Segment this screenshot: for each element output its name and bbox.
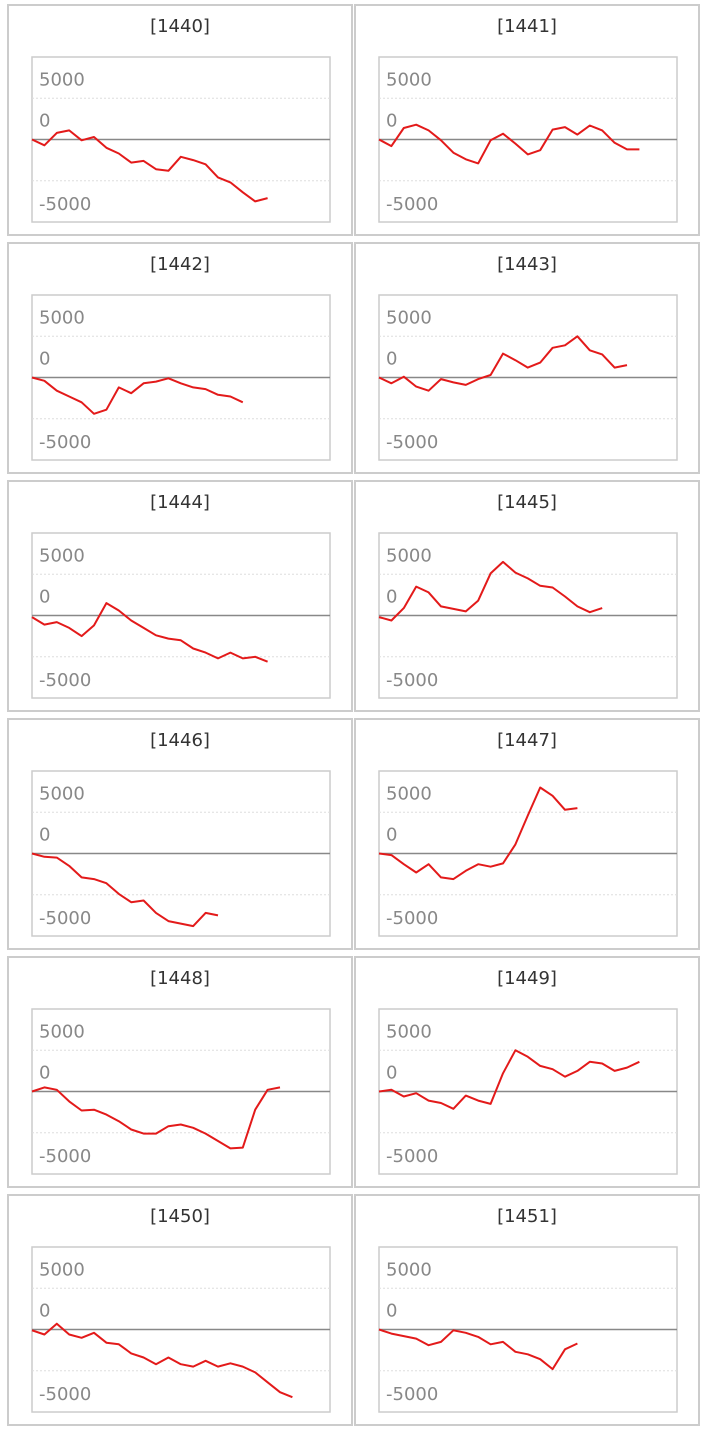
chart-title: [1449] xyxy=(497,968,557,989)
y-tick-label: 0 xyxy=(386,349,397,370)
y-tick-label: 5000 xyxy=(386,783,432,804)
y-tick-label: 5000 xyxy=(386,69,432,90)
y-tick-label: 0 xyxy=(386,1063,397,1084)
y-tick-label: -5000 xyxy=(39,432,91,453)
y-tick-label: 5000 xyxy=(39,1259,85,1280)
data-line xyxy=(31,1322,293,1399)
chart-title: [1446] xyxy=(150,730,210,751)
y-tick-label: 0 xyxy=(39,349,50,370)
y-tick-label: 5000 xyxy=(39,545,85,566)
y-tick-label: 0 xyxy=(386,825,397,846)
chart-title: [1440] xyxy=(150,16,210,37)
chart-title: [1441] xyxy=(497,16,557,37)
y-tick-label: -5000 xyxy=(386,432,438,453)
y-tick-label: -5000 xyxy=(386,670,438,691)
y-tick-label: 5000 xyxy=(39,69,85,90)
y-tick-label: 5000 xyxy=(39,307,85,328)
chart-title: [1447] xyxy=(497,730,557,751)
y-tick-label: 0 xyxy=(39,1301,50,1322)
data-line xyxy=(378,123,640,165)
data-line xyxy=(31,1086,281,1150)
y-tick-label: 0 xyxy=(39,111,50,132)
chart-title: [1445] xyxy=(497,492,557,513)
y-tick-label: 0 xyxy=(39,825,50,846)
data-line xyxy=(378,560,603,622)
y-tick-label: 0 xyxy=(386,587,397,608)
chart-title: [1442] xyxy=(150,254,210,275)
y-tick-label: -5000 xyxy=(39,194,91,215)
chart-title: [1448] xyxy=(150,968,210,989)
chart-title: [1451] xyxy=(497,1206,557,1227)
y-tick-label: -5000 xyxy=(386,1146,438,1167)
chart-title: [1444] xyxy=(150,492,210,513)
chart-title: [1450] xyxy=(150,1206,210,1227)
y-tick-label: 5000 xyxy=(39,1021,85,1042)
y-tick-label: 5000 xyxy=(386,1259,432,1280)
y-tick-label: -5000 xyxy=(39,908,91,929)
y-tick-label: 5000 xyxy=(386,1021,432,1042)
y-tick-label: 0 xyxy=(39,587,50,608)
chart-title: [1443] xyxy=(497,254,557,275)
data-line xyxy=(378,335,628,392)
data-line xyxy=(31,852,219,928)
y-tick-label: -5000 xyxy=(386,908,438,929)
data-line xyxy=(378,786,578,881)
data-line xyxy=(378,1328,578,1371)
y-tick-label: -5000 xyxy=(39,670,91,691)
data-line xyxy=(31,602,268,663)
y-tick-label: 0 xyxy=(386,111,397,132)
data-line xyxy=(31,129,268,203)
y-tick-label: -5000 xyxy=(39,1384,91,1405)
y-tick-label: 5000 xyxy=(386,545,432,566)
y-tick-label: 0 xyxy=(39,1063,50,1084)
y-tick-label: -5000 xyxy=(386,1384,438,1405)
data-line xyxy=(31,376,244,415)
y-tick-label: -5000 xyxy=(39,1146,91,1167)
y-tick-label: 0 xyxy=(386,1301,397,1322)
y-tick-label: 5000 xyxy=(386,307,432,328)
data-line xyxy=(378,1049,640,1110)
y-tick-label: -5000 xyxy=(386,194,438,215)
y-tick-label: 5000 xyxy=(39,783,85,804)
